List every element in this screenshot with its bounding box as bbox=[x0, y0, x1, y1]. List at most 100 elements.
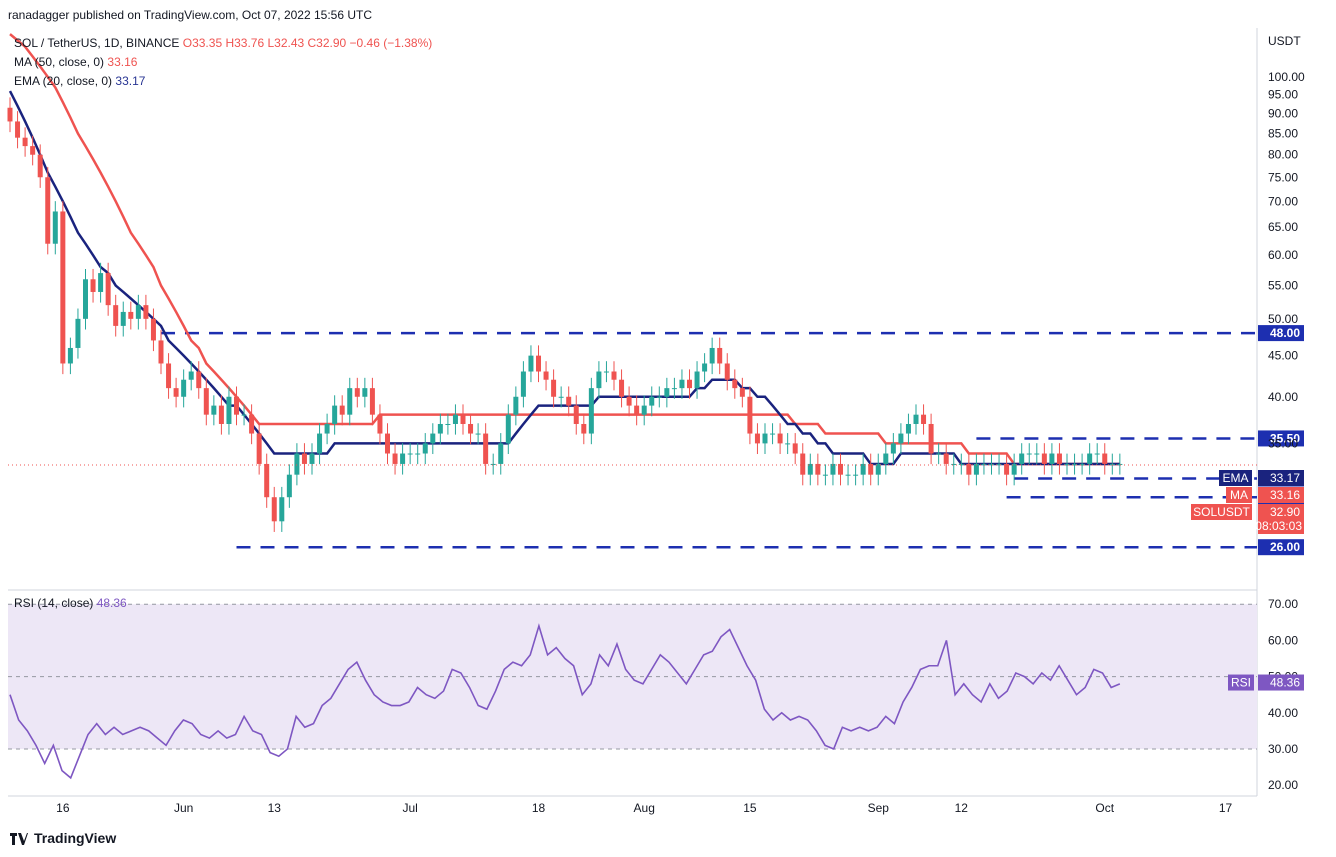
candle-body bbox=[128, 311, 134, 319]
candle-body bbox=[407, 453, 413, 455]
candle-body bbox=[996, 463, 1002, 465]
candle-body bbox=[1011, 463, 1017, 475]
candle-body bbox=[596, 371, 602, 389]
candle-body bbox=[536, 355, 541, 372]
candle-body bbox=[611, 371, 617, 380]
candle-body bbox=[52, 211, 58, 244]
candle-body bbox=[762, 433, 768, 444]
candle-body bbox=[234, 396, 239, 415]
ma-value: 33.16 bbox=[107, 55, 138, 69]
price-tag-value-box bbox=[1258, 487, 1304, 503]
candle-body bbox=[294, 453, 300, 475]
price-tick-label: 55.00 bbox=[1268, 279, 1298, 293]
candle-body bbox=[807, 463, 813, 475]
candle-body bbox=[905, 423, 911, 434]
candle-body bbox=[385, 433, 390, 454]
candle-body bbox=[724, 363, 730, 380]
candle-body bbox=[498, 443, 504, 464]
time-tick-label: Sep bbox=[868, 801, 890, 815]
candle-body bbox=[566, 396, 572, 406]
rsi-tag-value: 48.36 bbox=[1270, 676, 1300, 690]
candle-body bbox=[188, 371, 194, 380]
candle-body bbox=[989, 463, 994, 465]
candle-body bbox=[400, 453, 406, 464]
candle-body bbox=[830, 463, 836, 475]
candle-body bbox=[551, 379, 557, 397]
rsi-tick-label: 40.00 bbox=[1268, 706, 1298, 720]
tradingview-logo[interactable]: TradingView bbox=[10, 830, 116, 846]
candle-body bbox=[747, 396, 753, 434]
price-tick-label: 40.00 bbox=[1268, 390, 1298, 404]
candle-body bbox=[135, 305, 141, 319]
price-tag-name: EMA bbox=[1222, 471, 1248, 485]
candle-body bbox=[913, 414, 919, 424]
candle-body bbox=[1109, 463, 1115, 465]
candle-body bbox=[649, 396, 655, 406]
candle-body bbox=[951, 463, 957, 465]
candle-body bbox=[309, 453, 315, 464]
candle-body bbox=[1102, 453, 1108, 464]
price-tick-label: 85.00 bbox=[1268, 127, 1298, 141]
level-tag bbox=[1258, 430, 1304, 447]
candle-body bbox=[354, 388, 360, 397]
rsi-tick-label: 60.00 bbox=[1268, 633, 1298, 647]
time-tick-label: Aug bbox=[634, 801, 655, 815]
chart-legend: SOL / TetherUS, 1D, BINANCE O33.35 H33.7… bbox=[14, 34, 432, 91]
candle-body bbox=[1079, 463, 1085, 465]
ma-label[interactable]: MA (50, close, 0) bbox=[14, 55, 105, 69]
candle-body bbox=[528, 355, 534, 372]
candle-body bbox=[1117, 463, 1123, 465]
candle-body bbox=[973, 463, 979, 475]
rsi-label[interactable]: RSI (14, close) bbox=[14, 596, 94, 610]
candle-body bbox=[619, 379, 625, 397]
ema20-line bbox=[8, 90, 1120, 466]
candle-body bbox=[1087, 453, 1093, 464]
time-tick-label: 12 bbox=[955, 801, 969, 815]
candle-body bbox=[664, 388, 670, 397]
candle-body bbox=[218, 405, 224, 424]
candle-body bbox=[392, 453, 398, 464]
candle-body bbox=[241, 414, 247, 416]
candle-body bbox=[943, 453, 949, 464]
candle-body bbox=[558, 396, 564, 398]
candle-body bbox=[860, 463, 866, 475]
price-tag-value: 33.17 bbox=[1270, 471, 1300, 485]
candle-body bbox=[166, 363, 172, 389]
ema-label[interactable]: EMA (20, close, 0) bbox=[14, 74, 113, 88]
candle-body bbox=[687, 379, 692, 389]
candle-body bbox=[1041, 453, 1047, 464]
candle-body bbox=[634, 405, 640, 415]
time-axis[interactable]: 16 Jun 13 Jul 18 Aug 15 Sep 12 Oct 17 bbox=[56, 801, 1232, 815]
price-tag-value-box bbox=[1258, 470, 1304, 486]
time-tick-label: 18 bbox=[532, 801, 546, 815]
candle-countdown: 08:03:03 bbox=[1255, 519, 1302, 533]
candle-body bbox=[324, 423, 330, 434]
candle-body bbox=[75, 318, 81, 348]
candle-body bbox=[739, 388, 745, 397]
candle-body bbox=[792, 443, 798, 454]
level-tag-label: 26.00 bbox=[1270, 540, 1300, 554]
candle-body bbox=[1072, 463, 1078, 465]
price-axis[interactable]: 100.00 95.00 90.00 85.00 80.00 75.00 70.00 65.0… bbox=[1268, 70, 1305, 451]
time-tick-label: 15 bbox=[743, 801, 757, 815]
candle-body bbox=[339, 405, 345, 415]
price-tick-label: 70.00 bbox=[1268, 194, 1298, 208]
candle-body bbox=[113, 305, 119, 326]
candle-body bbox=[490, 463, 496, 465]
candle-body bbox=[279, 497, 285, 522]
candle-body bbox=[483, 433, 489, 464]
candle-body bbox=[1026, 453, 1032, 455]
candle-body bbox=[158, 340, 164, 364]
candle-body bbox=[671, 388, 677, 390]
rsi-tick-label: 20.00 bbox=[1268, 778, 1298, 792]
ema-value: 33.17 bbox=[115, 74, 146, 88]
candle-body bbox=[709, 347, 715, 364]
candle-body bbox=[1064, 463, 1070, 465]
symbol-label[interactable]: SOL / TetherUS, 1D, BINANCE bbox=[14, 36, 180, 50]
candle-body bbox=[1056, 453, 1062, 464]
candle-body bbox=[452, 414, 458, 424]
candle-body bbox=[754, 433, 760, 444]
candle-body bbox=[800, 453, 806, 475]
